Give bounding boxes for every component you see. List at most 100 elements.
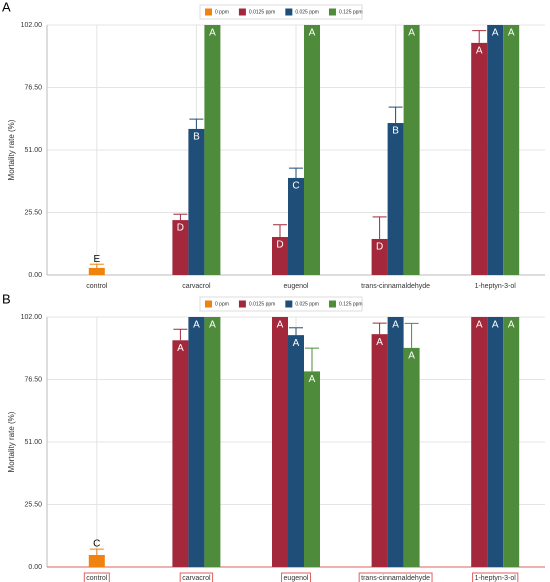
y-axis-label: Mortality rate (%) bbox=[7, 119, 16, 180]
bar bbox=[403, 25, 420, 275]
x-tick-label: carvacrol bbox=[182, 575, 211, 582]
legend-swatch bbox=[238, 8, 246, 16]
bar bbox=[288, 177, 304, 275]
x-tick-label: 1-heptyn-3-ol bbox=[475, 283, 517, 290]
y-tick-label: 102.00 bbox=[21, 22, 43, 29]
bar bbox=[172, 340, 189, 567]
legend-label: 0.025 ppm bbox=[295, 301, 319, 307]
category-box bbox=[472, 572, 519, 582]
legend-label: 0.125 ppm bbox=[339, 301, 363, 307]
y-axis-label: Mortality rate (%) bbox=[7, 411, 16, 472]
bar bbox=[403, 347, 420, 567]
y-tick-label: 102.00 bbox=[21, 314, 43, 321]
y-tick-label: 51.00 bbox=[24, 439, 42, 446]
y-tick-label: 25.50 bbox=[24, 209, 42, 216]
significance-letter: A bbox=[209, 28, 216, 39]
legend-swatch bbox=[238, 300, 246, 308]
significance-letter: A bbox=[177, 343, 184, 354]
bar bbox=[188, 128, 205, 275]
significance-letter: E bbox=[93, 254, 100, 265]
significance-letter: A bbox=[309, 28, 316, 39]
significance-letter: A bbox=[408, 28, 415, 39]
legend-label: 0.0125 ppm bbox=[249, 301, 275, 307]
bar bbox=[387, 123, 404, 275]
legend-swatch bbox=[328, 300, 336, 308]
significance-letter: C bbox=[292, 181, 299, 192]
significance-letter: A bbox=[508, 28, 515, 39]
significance-letter: A bbox=[492, 28, 499, 39]
bar bbox=[172, 220, 189, 275]
significance-letter: A bbox=[492, 320, 499, 331]
x-tick-label: carvacrol bbox=[182, 283, 211, 290]
panel-label: A bbox=[2, 0, 11, 14]
legend-swatch bbox=[285, 8, 293, 16]
bar bbox=[304, 371, 320, 567]
x-tick-label: trans-cinnamaldehyde bbox=[361, 283, 430, 290]
bar bbox=[487, 317, 504, 567]
legend-label: 0.125 ppm bbox=[339, 9, 363, 15]
significance-letter: D bbox=[177, 223, 184, 234]
significance-letter: A bbox=[376, 337, 383, 348]
legend-swatch bbox=[205, 8, 212, 16]
bar bbox=[503, 25, 520, 275]
x-tick-label: eugenol bbox=[284, 283, 309, 290]
category-box bbox=[358, 572, 433, 582]
bar bbox=[272, 317, 288, 567]
significance-letter: A bbox=[408, 351, 415, 362]
significance-letter: A bbox=[476, 46, 483, 57]
x-tick-label: 1-heptyn-3-ol bbox=[475, 575, 517, 582]
significance-letter: D bbox=[376, 242, 383, 253]
significance-letter: A bbox=[193, 320, 200, 331]
bar bbox=[471, 42, 488, 276]
significance-letter: A bbox=[209, 320, 216, 331]
significance-letter: A bbox=[508, 320, 515, 331]
bar bbox=[272, 237, 288, 275]
y-tick-label: 0.00 bbox=[28, 564, 42, 571]
bar bbox=[471, 317, 488, 567]
bar bbox=[387, 317, 404, 567]
x-tick-label: control bbox=[86, 283, 107, 290]
category-box bbox=[83, 572, 110, 582]
significance-letter: A bbox=[309, 374, 316, 385]
legend-swatch bbox=[285, 300, 293, 308]
legend-label: 0.025 ppm bbox=[295, 9, 319, 15]
bar bbox=[487, 25, 504, 275]
legend-swatch bbox=[328, 8, 336, 16]
legend-label: 0.0125 ppm bbox=[249, 9, 275, 15]
bar bbox=[188, 317, 205, 567]
y-tick-label: 76.50 bbox=[24, 376, 42, 383]
significance-letter: B bbox=[193, 132, 200, 143]
bar bbox=[371, 334, 388, 567]
bar bbox=[88, 554, 105, 567]
legend-swatch bbox=[205, 300, 212, 308]
bar bbox=[371, 238, 388, 275]
x-tick-label: trans-cinnamaldehyde bbox=[361, 575, 430, 582]
legend-label: 0 ppm bbox=[215, 9, 229, 15]
significance-letter: A bbox=[277, 320, 284, 331]
significance-letter: C bbox=[93, 539, 100, 550]
y-tick-label: 0.00 bbox=[28, 272, 42, 279]
y-tick-label: 25.50 bbox=[24, 501, 42, 508]
category-box bbox=[281, 572, 311, 582]
bar bbox=[88, 267, 105, 275]
x-tick-label: control bbox=[86, 575, 107, 582]
significance-letter: A bbox=[476, 320, 483, 331]
significance-letter: A bbox=[293, 338, 300, 349]
bar bbox=[503, 317, 520, 567]
bar bbox=[288, 335, 304, 567]
category-box bbox=[179, 572, 214, 582]
y-tick-label: 76.50 bbox=[24, 84, 42, 91]
bar bbox=[204, 25, 221, 275]
y-tick-label: 51.00 bbox=[24, 147, 42, 154]
legend-label: 0 ppm bbox=[215, 301, 229, 307]
legend: 0 ppm 0.0125 ppm 0.025 ppm 0.125 ppm bbox=[199, 4, 363, 20]
bar bbox=[204, 317, 221, 567]
legend: 0 ppm 0.0125 ppm 0.025 ppm 0.125 ppm bbox=[199, 296, 363, 312]
significance-letter: A bbox=[392, 320, 399, 331]
x-tick-label: eugenol bbox=[284, 575, 309, 582]
significance-letter: D bbox=[276, 240, 283, 251]
bar bbox=[304, 25, 320, 275]
significance-letter: B bbox=[392, 126, 399, 137]
panel-label: B bbox=[2, 291, 11, 306]
